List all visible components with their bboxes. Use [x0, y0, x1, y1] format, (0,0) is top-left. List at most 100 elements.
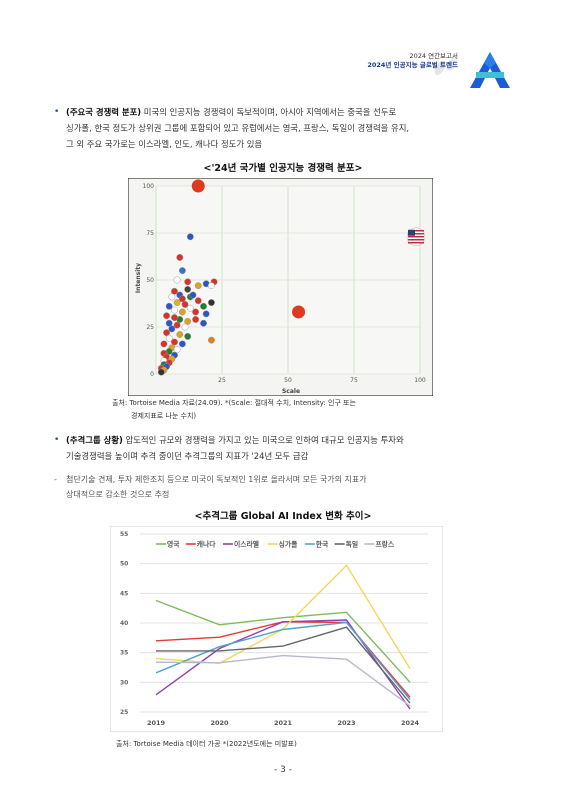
dash1-line2: 상대적으로 감소한 것으로 추정	[66, 490, 170, 499]
scatter-point	[160, 340, 168, 348]
line-y-tick-label: 40	[120, 620, 128, 627]
scatter-point	[181, 323, 189, 331]
scatter-y-tick-label: 75	[146, 230, 154, 237]
scatter-point	[181, 300, 189, 308]
series-line	[155, 619, 411, 710]
scatter-point	[168, 325, 176, 333]
scatter-y-tick-label: 50	[146, 277, 154, 284]
series-line	[155, 621, 411, 700]
scatter-y-tick-label: 100	[143, 183, 155, 190]
decorative-dots	[434, 56, 458, 76]
bullet1-heading: (주요국 경쟁력 분포)	[66, 107, 142, 117]
scatter-point	[186, 233, 194, 241]
scatter-point	[173, 276, 181, 284]
scatter-y-tick-label: 0	[150, 371, 154, 378]
scatter-point	[168, 293, 176, 301]
report-header: 2024 연간보고서 2024년 인공지능 글로벌 트렌드	[367, 52, 458, 70]
bullet1-line3: 그 외 주요 국가로는 이스라엘, 인도, 캐나다 정도가 있음	[66, 139, 263, 149]
scatter-point	[202, 310, 210, 318]
scatter-point	[171, 338, 178, 346]
scatter-point	[176, 331, 184, 338]
scatter-chart: 25 50 75 100 0 25 50 75 100 Scale Intensity	[128, 178, 433, 396]
bullet1-line1: 미국의 인공지능 경쟁력이 독보적이며, 아시아 지역에서는 중국을 선두로	[141, 107, 397, 117]
scatter-point	[207, 282, 215, 290]
scatter-y-tick-label: 25	[146, 324, 154, 331]
scatter-point	[171, 287, 178, 295]
line-y-tick-label: 45	[120, 590, 128, 597]
legend-label: 캐나다	[197, 540, 217, 549]
line-y-tick-label: 50	[120, 561, 128, 568]
dash-note: - 첨단기술 견제, 투자 제한조치 등으로 미국이 독보적인 1위로 올라서며…	[54, 472, 514, 502]
scatter-point	[184, 278, 192, 286]
scatter-point	[171, 306, 178, 314]
scatter-point	[200, 302, 207, 310]
scatter-point	[207, 336, 215, 344]
line-chart: 25 30 35 40 45 50 55 영국 캐나다 이스라엘 싱가폴 한국 독일 프랑스 2019 2…	[110, 526, 443, 732]
legend-label: 독일	[346, 540, 359, 549]
legend-label: 싱가폴	[279, 540, 299, 549]
scatter-x-tick-label: 75	[350, 377, 358, 384]
chart2-source: 출처: Tortoise Media 데이터 가공 *(2022년도에는 미발표…	[116, 740, 297, 748]
scatter-point	[165, 302, 173, 310]
line-y-tick-label: 35	[120, 650, 128, 657]
scatter-point-highlight	[191, 179, 205, 193]
scatter-y-axis-label: Intensity	[135, 263, 142, 293]
bullet-chaser-group: • (추격그룹 상황) 압도적인 규모와 경쟁력을 가지고 있는 미국으로 인하…	[54, 432, 514, 464]
line-x-tick-label: 2020	[210, 719, 229, 727]
series-line	[155, 599, 411, 683]
series-line	[155, 654, 411, 707]
scatter-point	[157, 368, 165, 376]
scatter-point	[165, 334, 173, 342]
chart1-source-line1: 출처: Tortoise Media 자료(24.09). *(Scale: 절…	[112, 399, 356, 407]
legend-label: 이스라엘	[234, 540, 259, 549]
scatter-point	[207, 299, 215, 307]
scatter-point-highlight	[292, 305, 306, 319]
legend-label: 한국	[316, 540, 329, 549]
series-line	[156, 626, 411, 704]
bullet1-line2: 싱가폴, 한국 정도가 상위권 그룹에 포함되어 있고 유럽에서는 영국, 프랑…	[66, 123, 410, 133]
legend-label: 영국	[167, 540, 180, 549]
line-y-tick-label: 55	[120, 531, 128, 538]
scatter-point	[173, 299, 181, 307]
scatter-point	[178, 340, 186, 348]
scatter-point	[173, 346, 181, 354]
scatter-point	[173, 321, 181, 329]
bullet2-line1: 압도적인 규모와 경쟁력을 가지고 있는 미국으로 인하여 대규모 인공지능 투…	[122, 435, 404, 445]
scatter-point	[163, 312, 171, 320]
scatter-x-tick-label: 25	[218, 377, 226, 384]
scatter-point	[184, 285, 192, 293]
bullet-competitiveness: • (주요국 경쟁력 분포) 미국의 인공지능 경쟁력이 독보적이며, 아시아 …	[54, 104, 514, 152]
scatter-point	[163, 329, 171, 337]
scatter-x-tick-label: 50	[284, 377, 292, 384]
scatter-point	[200, 319, 207, 327]
bullet2-line2: 기술경쟁력을 높이며 추격 중이던 추격그룹의 지표가 '24년 모두 급감	[66, 451, 309, 461]
chart1-title: <'24년 국가별 인공지능 경쟁력 분포>	[203, 163, 363, 174]
dash1-line1: 첨단기술 견제, 투자 제한조치 등으로 미국이 독보적인 1위로 올라서며 모…	[66, 475, 367, 484]
line-x-tick-label: 2023	[337, 719, 355, 727]
scatter-point	[178, 308, 186, 316]
scatter-point	[192, 308, 200, 316]
scatter-point	[184, 332, 192, 340]
dash-marker: -	[54, 475, 57, 484]
scatter-point	[178, 295, 186, 303]
scatter-point	[189, 291, 197, 299]
scatter-point	[192, 316, 200, 323]
us-flag-canton	[408, 229, 415, 236]
scatter-point	[176, 253, 184, 261]
legend-label: 프랑스	[375, 540, 395, 549]
chart1-source-line2: 경제지표로 나눈 수치)	[131, 412, 197, 420]
bullet-dot-icon: •	[54, 107, 60, 117]
scatter-point	[194, 282, 202, 290]
line-x-tick-label: 2024	[401, 719, 420, 727]
bullet-dot-icon: •	[54, 435, 60, 445]
scatter-point	[184, 317, 192, 325]
line-x-tick-label: 2019	[147, 719, 166, 727]
scatter-x-axis-label: Scale	[282, 388, 300, 395]
scatter-point	[178, 267, 186, 275]
bullet2-heading: (추격그룹 상황)	[66, 435, 123, 445]
chart1-source: 출처: Tortoise Media 자료(24.09). *(Scale: 절…	[112, 397, 356, 423]
chart2-title: <추격그룹 Global AI Index 변화 추이>	[194, 511, 372, 522]
line-y-tick-label: 25	[120, 709, 128, 716]
page-number: - 3 -	[274, 765, 292, 775]
logo-icon	[470, 52, 510, 88]
